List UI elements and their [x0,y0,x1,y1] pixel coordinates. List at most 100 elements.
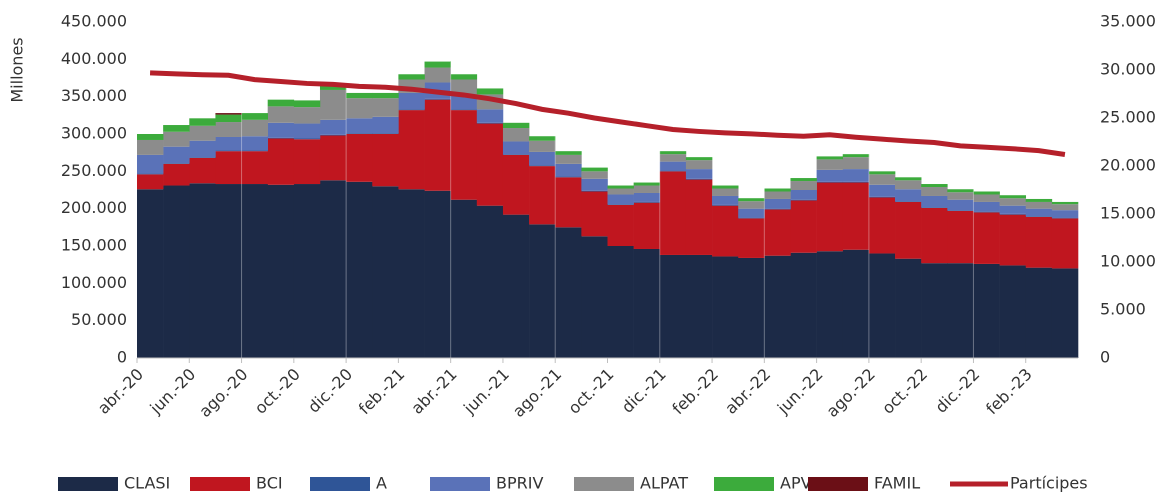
bar-segment [215,136,242,151]
bar-segment [633,185,661,193]
bar-segment [685,169,713,179]
bar-segment [999,195,1027,199]
bar-segment [502,128,530,142]
bar-segment [659,170,687,172]
x-tick-label: jun.-22 [773,365,827,419]
bar-segment [1051,201,1079,205]
bar-segment [816,181,844,183]
bar-segment [607,194,634,205]
bar-segment [921,207,948,208]
bar-segment [1025,216,1053,217]
bar-segment [1051,204,1079,211]
bar-segment [319,135,347,181]
bar-segment [293,107,321,124]
bar-segment [685,157,713,161]
bar-segment [868,171,896,175]
bar-segment [607,204,634,205]
bar-segment [842,169,870,182]
legend-label: A [376,474,387,493]
bar-segment [137,139,164,155]
bar-segment [293,138,321,140]
bar-segment [685,179,713,255]
bar-segment [764,191,791,199]
bar-segment [189,140,216,158]
bar-segment [137,189,164,358]
y-tick-label: 150.000 [61,236,127,255]
bar-segment [346,98,373,119]
bar-segment [816,159,844,170]
x-tick-label: jun.-21 [459,365,513,419]
bar-segment [1025,208,1053,217]
x-tick-label: dic.-21 [618,365,670,417]
bar-segment [529,140,556,152]
bar-segment [137,154,164,174]
bar-segment [1051,210,1079,218]
legend-swatch [714,477,774,491]
x-tick-label: abr.-21 [407,365,460,418]
bar-segment [790,200,817,253]
bar-segment [738,217,765,219]
bar-segment [1025,198,1053,202]
x-tick-label: feb.-21 [355,365,409,419]
bar-segment [607,185,634,189]
bar-segment [241,113,268,120]
y-tick-label: 0 [117,348,127,367]
bar-segment [241,151,268,185]
bar-segment [947,192,974,200]
bar-segment [947,199,974,211]
bar-segment [398,109,425,111]
bar-segment [764,255,791,358]
bar-segment [816,182,844,252]
bar-segment [372,134,399,187]
bar-segment [659,154,687,162]
x-tick-label: ago.-22 [823,365,879,421]
bar-segment [895,180,922,190]
bar-segment [921,207,948,264]
bar-segment [555,177,582,228]
bar-segment [319,134,347,136]
bar-segment [581,191,608,237]
bar-segment [659,254,687,358]
bar-segment [502,154,530,215]
bar-segment [921,184,948,188]
bar-segment [372,92,399,99]
bar-segment [293,139,321,185]
bar-segment [633,201,661,203]
bar-segment [424,98,451,100]
legend-swatch [430,477,490,491]
bar-segment [973,263,1000,358]
bar-segment [267,184,295,358]
bar-segment [895,258,922,358]
bar-segment [947,210,974,264]
bar-segment [372,116,399,134]
bar-segment [633,248,661,358]
bar-segment [137,134,164,140]
bar-segment [529,151,556,166]
bar-segment [712,205,739,257]
bar-segment [712,188,739,196]
bar-segment [895,177,922,181]
bar-segment [947,263,974,358]
bar-segment [555,151,582,155]
bar-segment [790,252,817,358]
y-tick-label: 400.000 [61,49,127,68]
y2-tick-label: 25.000 [1100,108,1156,127]
y2-tick-label: 30.000 [1100,60,1156,79]
bar-segment [424,190,451,358]
bar-segment [685,160,713,170]
bar-segment [947,210,974,211]
bar-segment [581,171,608,179]
bar-segment [293,100,321,108]
bar-segment [1051,218,1079,269]
bar-segment [607,188,634,195]
y-axis-label: Millones [8,37,27,102]
bar-segment [999,198,1027,206]
bar-segment [215,150,242,152]
legend-label: FAMIL [874,474,920,493]
legend-label: ALPAT [640,474,688,493]
bar-segment [555,163,582,177]
y-tick-label: 100.000 [61,273,127,292]
bar-segment [973,191,1000,195]
y-tick-label: 50.000 [71,310,127,329]
bar-segment [502,214,530,358]
